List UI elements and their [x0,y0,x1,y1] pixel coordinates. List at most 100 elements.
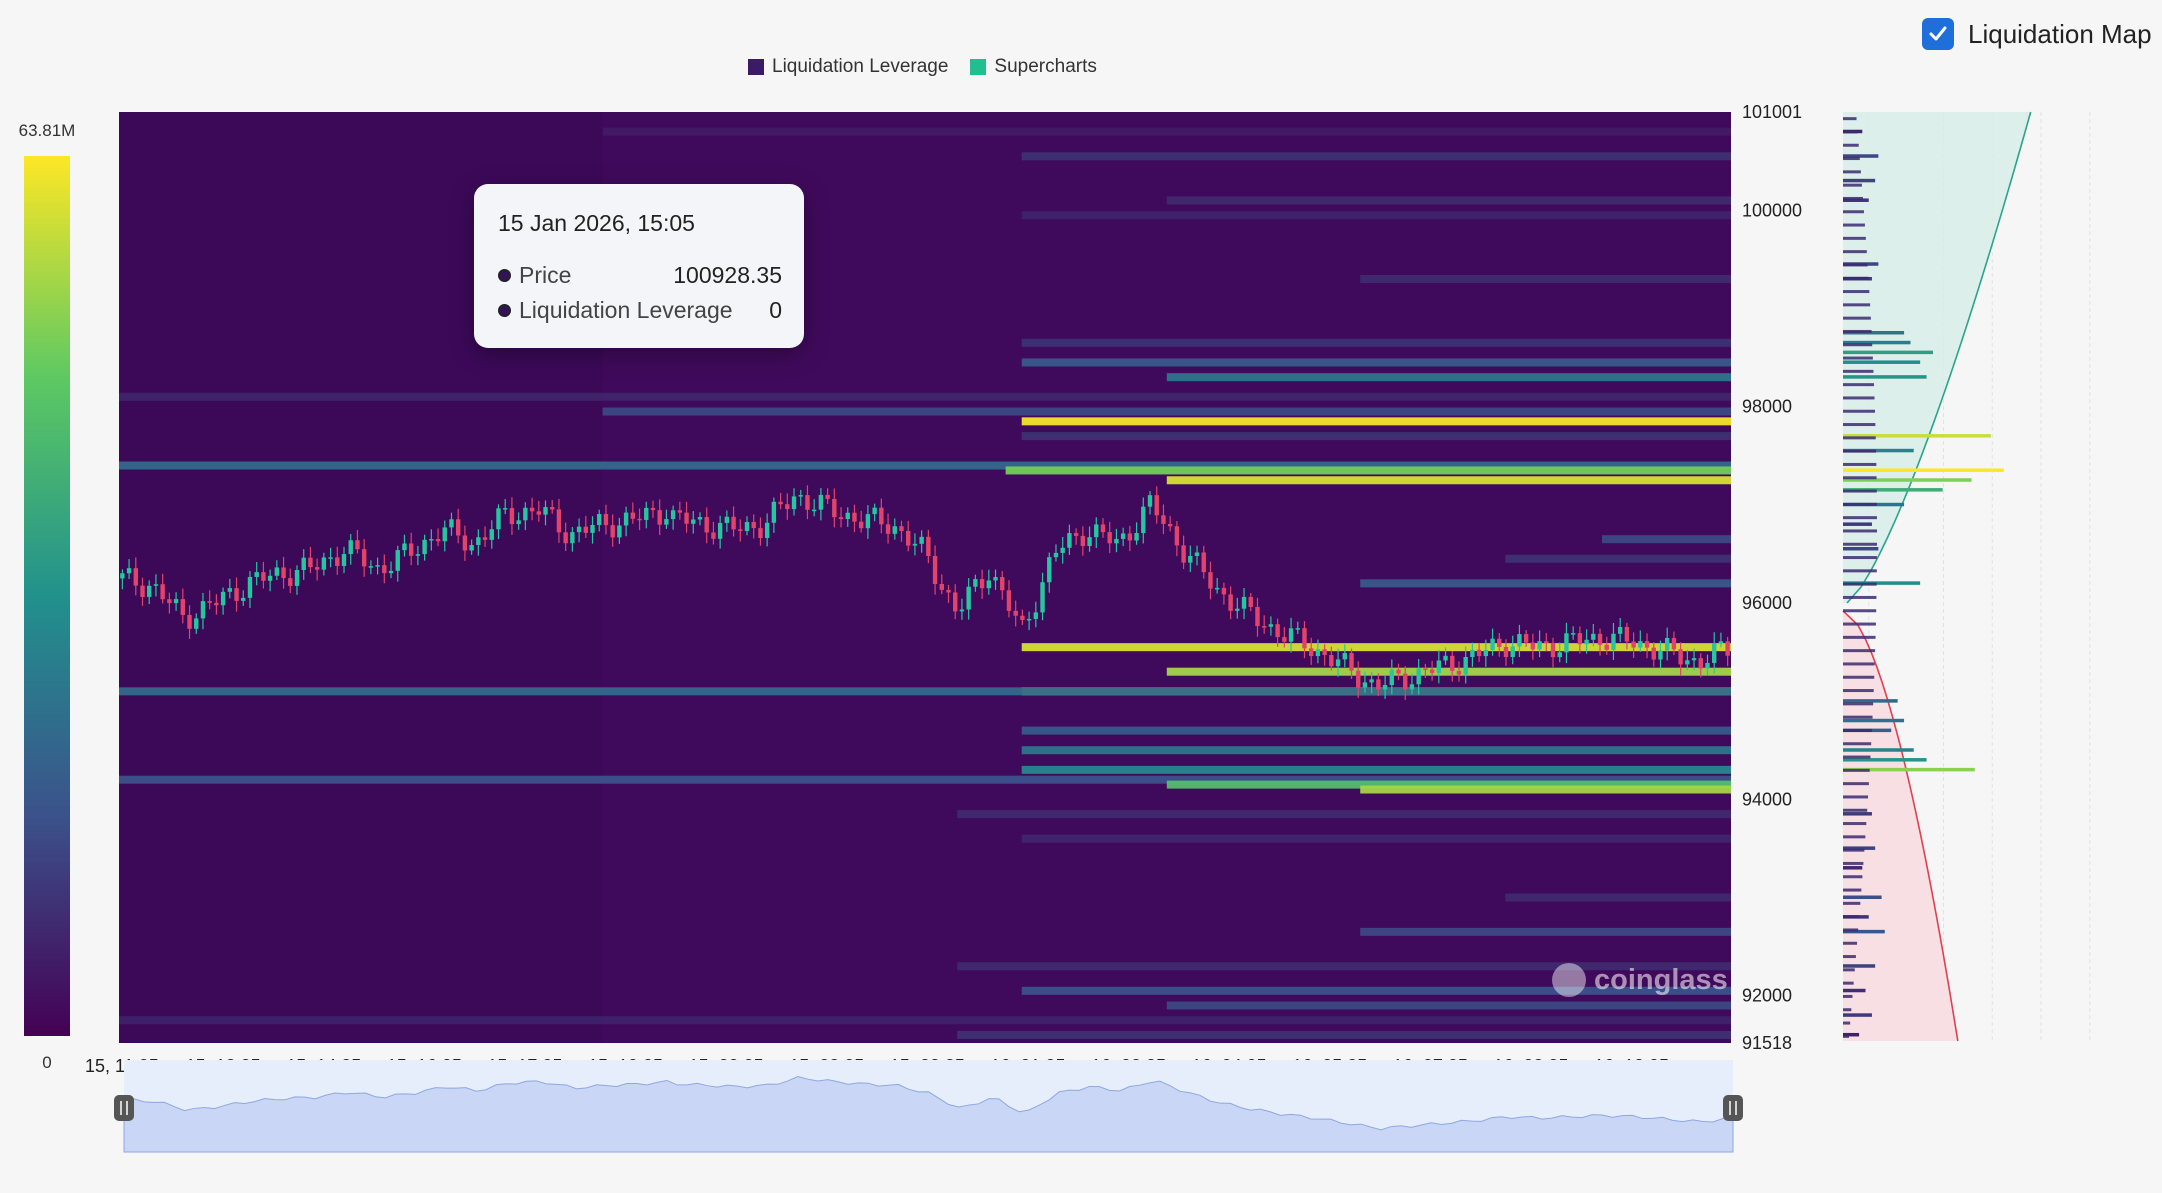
candle-body [1228,594,1233,611]
candle-body [496,508,501,530]
candle-body [220,591,226,606]
candle-body [1127,533,1133,541]
candle-body [1214,587,1220,590]
candle-body [899,526,904,531]
level-tick [1843,183,1862,187]
navigator-series [123,1076,1734,1153]
legend-item-supercharts[interactable]: Supercharts [970,56,1097,78]
candle-body [563,532,568,544]
level-tick [1843,542,1877,546]
heatmap-area[interactable] [119,112,1731,1043]
candle-body [516,520,521,525]
candle-body [1664,637,1670,651]
level-tick [1843,396,1875,400]
candle-body [919,536,924,544]
candle-body [234,588,239,601]
heat-band [1360,579,1731,588]
candle-body [1490,638,1495,650]
candle-body [926,536,931,557]
candle-body [140,585,145,597]
candle-body [482,537,488,540]
candle-body [1295,628,1300,630]
level-tick [1843,250,1867,254]
candle-body [838,517,844,520]
level-tick [1843,569,1877,573]
candle-body [355,540,360,550]
chart-legend: Liquidation Leverage Supercharts [748,56,1097,78]
navigator-handle-left[interactable] [114,1095,134,1121]
level-tick [1843,901,1861,905]
heat-band [1602,535,1731,544]
candle-body [1557,652,1562,658]
candle-body [348,540,353,555]
heat-band [1166,780,1731,789]
price-candles [120,485,1730,701]
candle-body [375,565,380,567]
heat-band [1166,667,1731,676]
candle-body [979,579,985,589]
candle-body [1698,658,1703,669]
candle-body [1443,655,1448,661]
toggle-label: Liquidation Map [1968,18,2152,49]
candle-body [167,599,172,604]
candle-body [1288,628,1294,642]
long-liquidation-bar [1843,846,1876,850]
candle-body [382,565,387,574]
level-tick [1843,609,1877,613]
heat-band [1360,785,1731,794]
candle-body [704,517,709,533]
handle-grip [1723,1095,1743,1121]
heat-band [1360,927,1731,936]
candle-body [1550,642,1556,658]
candle-body [529,507,535,512]
candle-body [892,526,897,534]
candle-body [597,514,602,525]
level-tick [1843,143,1859,147]
level-tick [1843,263,1868,267]
level-tick [1843,343,1873,347]
y-tick-label: 100000 [1742,200,1802,220]
long-liquidation-bar [1843,866,1863,870]
candle-body [858,521,864,529]
candle-body [1235,608,1240,611]
candle-body [1033,612,1039,619]
candle-body [731,516,736,530]
short-cumulative-line [1846,111,2032,604]
candle-body [691,519,696,524]
level-tick [1843,635,1876,639]
level-tick [1843,356,1873,360]
level-tick [1843,303,1871,307]
candle-body [395,550,400,571]
candle-body [791,496,797,510]
candle-body [267,575,273,581]
candle-body [576,526,582,533]
liquidation-map-toggle[interactable]: Liquidation Map [1922,18,2152,50]
navigator-handle-right[interactable] [1723,1095,1743,1121]
level-tick [1843,170,1861,174]
candle-body [986,580,992,589]
legend-item-liquidation-leverage[interactable]: Liquidation Leverage [748,56,948,78]
checkbox[interactable] [1922,18,1954,50]
level-tick [1843,835,1866,839]
candle-body [1188,555,1193,563]
level-tick [1843,529,1877,533]
candle-body [1685,660,1690,665]
candle-body [818,494,824,510]
short-liquidation-bar [1843,468,2004,472]
level-tick [1843,928,1859,932]
colorscale-min-label: 0 [42,1053,51,1072]
level-tick [1843,130,1858,134]
candle-body [1248,596,1253,607]
candle-body [771,501,777,523]
candle-body [1161,515,1166,524]
y-tick-label: 92000 [1742,986,1792,1006]
range-navigator[interactable] [114,1060,1743,1153]
candle-body [1436,660,1442,673]
candle-body [1100,524,1106,533]
candle-body [1094,524,1099,538]
short-liquidation-bar [1843,488,1943,492]
level-tick [1843,476,1877,480]
short-liquidation-bar [1843,546,1879,551]
candle-body [308,557,313,568]
